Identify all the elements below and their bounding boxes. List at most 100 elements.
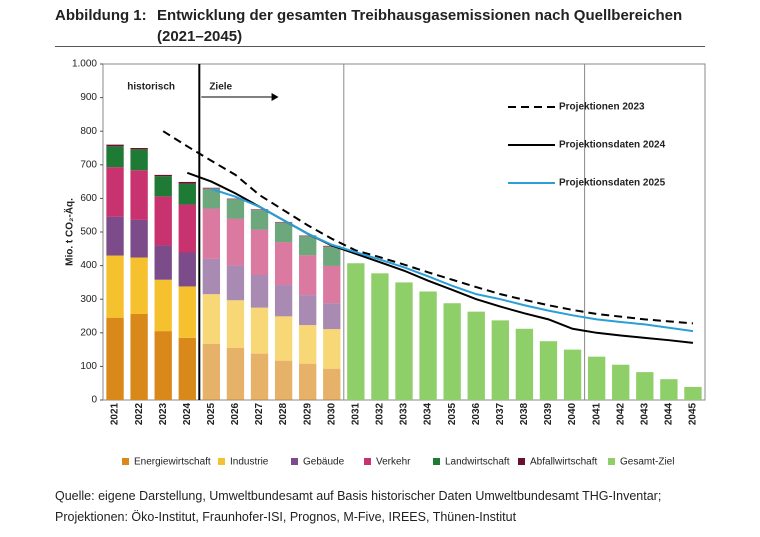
bar-segment — [106, 255, 124, 318]
y-tick-label: 400 — [80, 260, 97, 271]
legend-label: Gebäude — [303, 457, 345, 468]
bar-segment — [178, 337, 196, 400]
bar-segment — [395, 282, 413, 400]
x-tick-label: 2035 — [447, 402, 458, 425]
bar-segment — [274, 316, 293, 361]
bar-segment — [178, 286, 196, 338]
bar-segment — [660, 379, 678, 400]
bar-segment — [202, 258, 221, 295]
bar-segment — [106, 317, 124, 400]
legend-swatch — [518, 458, 525, 465]
y-tick-label: 100 — [80, 361, 97, 372]
bar-segment — [154, 245, 172, 280]
y-tick-label: 300 — [80, 294, 97, 305]
bar-segment — [491, 320, 509, 400]
bar-segment — [106, 146, 124, 168]
y-tick-label: 600 — [80, 193, 97, 204]
legend-label: Abfallwirtschaft — [530, 457, 597, 468]
bar-segment — [130, 148, 148, 150]
bar-segment — [226, 347, 245, 400]
bar-segment — [299, 255, 317, 296]
chart-title: Entwicklung der gesamten Treibhausgasemi… — [157, 7, 683, 45]
x-tick-label: 2030 — [326, 402, 337, 425]
bar-segment — [154, 174, 172, 177]
bar-segment — [299, 236, 317, 256]
legend-swatch — [122, 458, 129, 465]
bar-segment — [202, 188, 221, 209]
x-tick-label: 2029 — [302, 402, 313, 425]
x-tick-label: 2024 — [182, 402, 193, 425]
bar-segment — [130, 170, 148, 220]
title-rule — [55, 46, 705, 47]
bar-segment — [419, 291, 437, 400]
bar-segment — [202, 343, 221, 400]
bar-segment — [299, 325, 317, 364]
x-tick-label: 2027 — [254, 402, 265, 425]
bar-segment — [178, 181, 196, 184]
bar-segment — [323, 368, 341, 400]
x-tick-label: 2031 — [350, 402, 361, 425]
bar-segment — [274, 242, 293, 286]
bar-segment — [106, 144, 124, 147]
bar-segment — [563, 349, 582, 400]
bar-segment — [106, 216, 124, 256]
bar-segment — [106, 167, 124, 217]
bar-segment — [226, 199, 245, 219]
x-tick-label: 2028 — [278, 402, 289, 425]
y-axis-label: Mio. t CO₂-Äq. — [63, 198, 76, 266]
x-tick-label: 2026 — [230, 402, 241, 425]
source-line: Quelle: eigene Darstellung, Umweltbundes… — [55, 489, 662, 503]
y-tick-label: 700 — [80, 159, 97, 170]
bar-segment — [130, 219, 148, 258]
bar-segment — [323, 329, 341, 369]
bar-segment — [323, 265, 341, 304]
legend-label: Energiewirtschaft — [134, 457, 211, 468]
bar-segment — [274, 221, 293, 223]
x-tick-label: 2041 — [591, 402, 602, 425]
bar-segment — [154, 279, 172, 332]
x-tick-label: 2034 — [423, 402, 434, 425]
bar-segment — [250, 275, 269, 308]
bar-segment — [684, 386, 702, 400]
y-tick-label: 800 — [80, 126, 97, 137]
legend-label: Projektionsdaten 2025 — [559, 178, 666, 189]
bar-segment — [467, 311, 485, 400]
bar-segment — [274, 222, 293, 243]
y-tick-label: 900 — [80, 92, 97, 103]
bar-segment — [250, 307, 269, 354]
bar-segment — [299, 363, 317, 400]
figure-label: Abbildung 1: — [55, 7, 147, 24]
x-tick-label: 2038 — [519, 402, 530, 425]
y-tick-label: 0 — [91, 395, 97, 406]
bar-segment — [347, 263, 365, 400]
legend-swatch — [608, 458, 615, 465]
legend-label: Landwirtschaft — [445, 457, 510, 468]
legend-swatch — [433, 458, 440, 465]
bar-segment — [274, 360, 293, 400]
bar-segment — [178, 204, 196, 253]
y-tick-label: 500 — [80, 227, 97, 238]
arrow-head — [271, 93, 279, 101]
bar-segment — [371, 273, 389, 400]
legend-swatch — [364, 458, 371, 465]
y-tick-label: 200 — [80, 327, 97, 338]
bar-segment — [154, 196, 172, 246]
x-tick-label: 2021 — [110, 402, 121, 425]
legend-swatch — [291, 458, 298, 465]
bar-segment — [250, 210, 269, 230]
bar-segment — [202, 294, 221, 344]
bar-segment — [636, 372, 654, 400]
x-tick-label: 2032 — [375, 402, 386, 425]
bar-segment — [299, 295, 317, 326]
bar-segment — [154, 176, 172, 197]
legend-label: Projektionsdaten 2024 — [559, 140, 666, 151]
x-tick-label: 2022 — [134, 402, 145, 425]
annotation: historisch — [127, 82, 175, 93]
bar-segment — [226, 265, 245, 301]
bar-segment — [250, 353, 269, 400]
bar-segment — [130, 149, 148, 171]
x-tick-label: 2039 — [543, 402, 554, 425]
projection-line — [211, 188, 694, 333]
source-line: Projektionen: Öko-Institut, Fraunhofer-I… — [55, 510, 517, 524]
